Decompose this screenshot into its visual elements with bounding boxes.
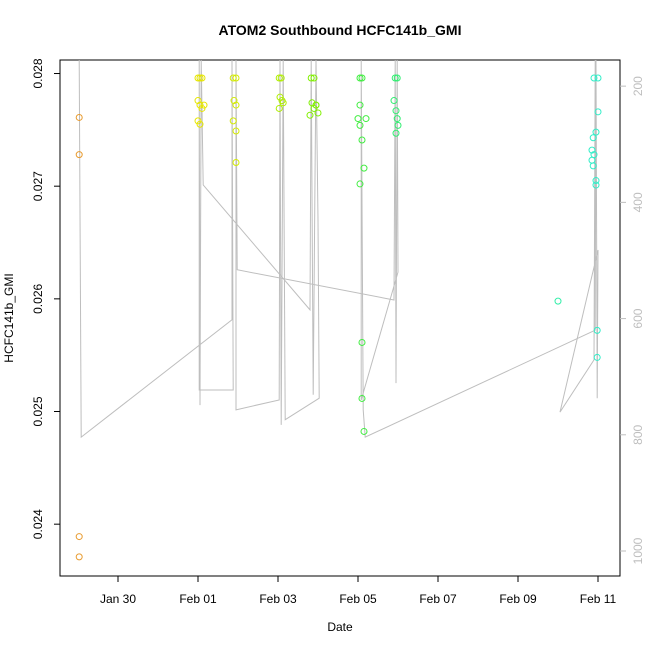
data-point bbox=[75, 113, 83, 121]
data-point bbox=[229, 74, 237, 82]
data-point bbox=[360, 427, 368, 435]
data-point bbox=[356, 180, 364, 188]
y2-tick-label: 400 bbox=[631, 192, 645, 212]
data-point bbox=[306, 111, 314, 119]
data-point bbox=[279, 99, 287, 107]
data-point bbox=[196, 120, 204, 128]
data-point bbox=[232, 101, 240, 109]
data-point bbox=[394, 121, 402, 129]
data-point bbox=[277, 74, 285, 82]
data-point bbox=[593, 326, 601, 334]
y2-tick-label: 600 bbox=[631, 308, 645, 328]
data-point bbox=[358, 74, 366, 82]
x-tick-label: Feb 05 bbox=[339, 592, 377, 606]
y2-tick-label: 800 bbox=[631, 424, 645, 444]
y2-tick-label: 200 bbox=[631, 76, 645, 96]
data-point bbox=[360, 164, 368, 172]
chart-title: ATOM2 Southbound HCFC141b_GMI bbox=[219, 22, 462, 38]
data-point bbox=[196, 74, 204, 82]
data-point bbox=[393, 115, 401, 123]
x-tick-label: Feb 11 bbox=[580, 592, 617, 606]
data-point bbox=[592, 181, 600, 189]
data-point bbox=[356, 101, 364, 109]
data-point bbox=[588, 156, 596, 164]
data-point bbox=[198, 104, 206, 112]
pressure-line bbox=[78, 59, 599, 439]
data-point bbox=[194, 74, 202, 82]
data-point bbox=[276, 93, 284, 101]
data-point bbox=[194, 97, 202, 105]
data-point bbox=[390, 97, 398, 105]
data-point bbox=[588, 146, 596, 154]
data-point bbox=[358, 394, 366, 402]
data-point bbox=[310, 104, 318, 112]
data-point bbox=[200, 101, 208, 109]
plot-frame bbox=[59, 59, 621, 577]
data-point bbox=[230, 97, 238, 105]
data-point bbox=[307, 74, 315, 82]
x-tick-label: Feb 03 bbox=[259, 592, 297, 606]
data-point bbox=[75, 151, 83, 159]
data-point bbox=[362, 115, 370, 123]
data-point bbox=[275, 74, 283, 82]
data-point bbox=[196, 101, 204, 109]
data-point bbox=[310, 74, 318, 82]
data-point bbox=[314, 109, 322, 117]
data-point bbox=[589, 162, 597, 170]
data-point bbox=[232, 127, 240, 135]
y-tick-label: 0.025 bbox=[31, 396, 45, 426]
y-tick-label: 0.024 bbox=[31, 509, 45, 539]
x-axis-label: Date bbox=[327, 620, 353, 634]
data-point bbox=[229, 117, 237, 125]
data-point bbox=[391, 74, 399, 82]
data-point bbox=[589, 134, 597, 142]
data-point bbox=[356, 121, 364, 129]
data-point bbox=[356, 74, 364, 82]
x-tick-label: Jan 30 bbox=[100, 592, 136, 606]
data-point bbox=[358, 136, 366, 144]
data-point bbox=[594, 108, 602, 116]
data-point bbox=[75, 553, 83, 561]
data-point bbox=[594, 74, 602, 82]
data-point bbox=[198, 74, 206, 82]
data-point bbox=[75, 533, 83, 541]
y-axis-label: HCFC141b_GMI bbox=[2, 273, 16, 362]
data-point bbox=[392, 129, 400, 137]
data-point bbox=[554, 297, 562, 305]
x-tick-label: Feb 09 bbox=[499, 592, 537, 606]
data-point bbox=[232, 74, 240, 82]
x-tick-label: Feb 07 bbox=[419, 592, 457, 606]
data-point bbox=[354, 115, 362, 123]
y2-tick-label: 1000 bbox=[631, 537, 645, 564]
x-tick-label: Feb 01 bbox=[179, 592, 217, 606]
data-point bbox=[358, 338, 366, 346]
data-point bbox=[592, 128, 600, 136]
data-point bbox=[592, 177, 600, 185]
data-point bbox=[312, 101, 320, 109]
data-point bbox=[275, 104, 283, 112]
y-tick-label: 0.027 bbox=[31, 171, 45, 201]
y-tick-label: 0.026 bbox=[31, 284, 45, 314]
data-point bbox=[593, 353, 601, 361]
data-point bbox=[194, 117, 202, 125]
data-point bbox=[392, 107, 400, 115]
data-point bbox=[393, 74, 401, 82]
y-tick-label: 0.028 bbox=[31, 58, 45, 88]
data-point bbox=[232, 159, 240, 167]
data-point bbox=[590, 74, 598, 82]
